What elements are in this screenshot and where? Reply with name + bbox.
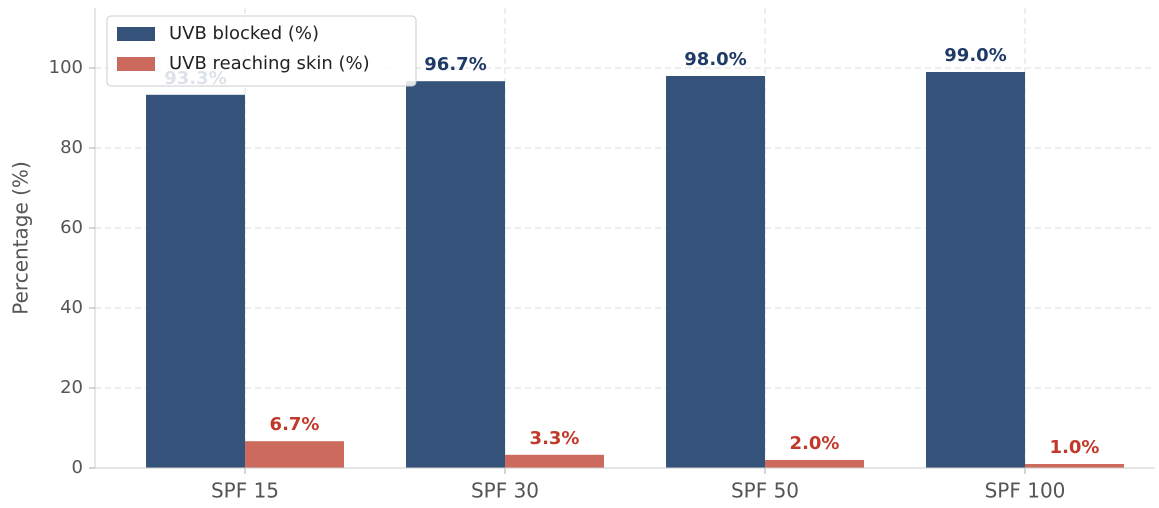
legend-label: UVB blocked (%) [169, 23, 319, 44]
bar [666, 76, 766, 468]
legend-label: UVB reaching skin (%) [169, 53, 370, 74]
legend-box [106, 15, 417, 87]
bar [1025, 464, 1125, 468]
value-label: 6.7% [270, 414, 320, 435]
value-label: 2.0% [790, 433, 840, 454]
y-tick-label: 80 [60, 137, 83, 158]
y-tick-label: 0 [72, 457, 83, 478]
value-label: 1.0% [1050, 437, 1100, 458]
y-tick-label: 20 [60, 377, 83, 398]
value-label: 99.0% [944, 45, 1006, 66]
bar [926, 72, 1026, 468]
value-label: 3.3% [530, 428, 580, 449]
y-tick-label: 40 [60, 297, 83, 318]
x-tick-label: SPF 100 [985, 479, 1066, 503]
y-axis-label: Percentage (%) [9, 161, 33, 314]
value-label: 96.7% [424, 54, 486, 75]
x-tick-label: SPF 15 [211, 479, 279, 503]
legend-swatch [117, 57, 155, 71]
value-label: 98.0% [684, 49, 746, 70]
y-tick-label: 100 [49, 57, 83, 78]
bar [406, 81, 506, 468]
y-tick-label: 60 [60, 217, 83, 238]
bar [765, 460, 865, 468]
x-tick-label: SPF 30 [471, 479, 539, 503]
bar [245, 441, 345, 468]
bar [505, 454, 605, 468]
bar [146, 94, 246, 469]
legend-swatch [117, 27, 155, 41]
x-tick-label: SPF 50 [731, 479, 799, 503]
